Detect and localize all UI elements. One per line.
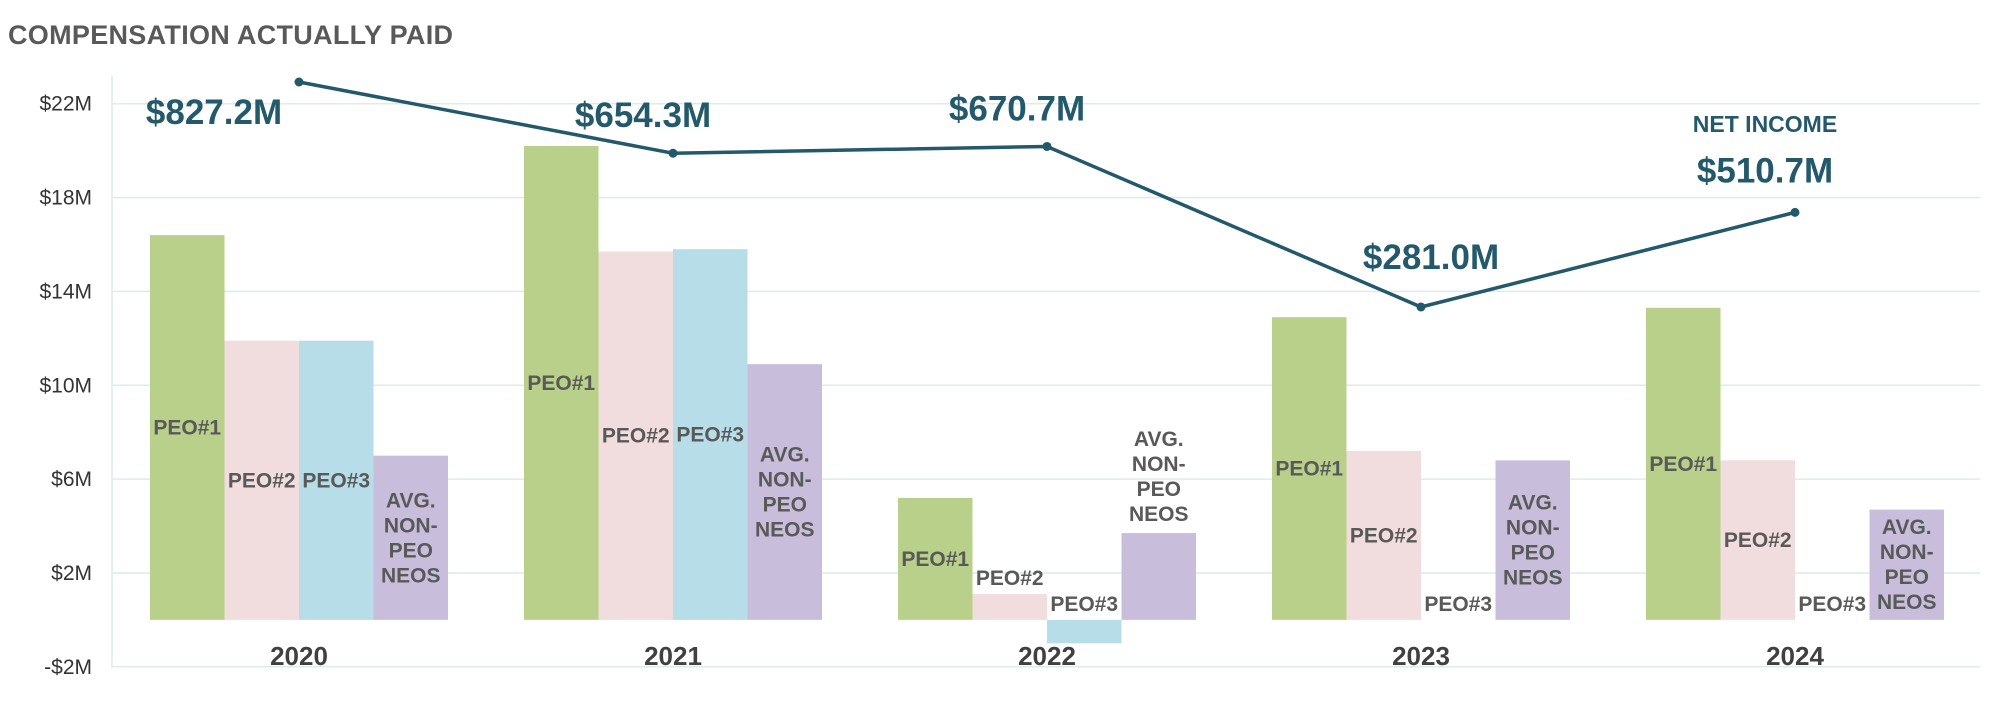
bar-label: NEOS <box>755 519 815 542</box>
bar-label: PEO <box>763 494 807 517</box>
bar-label: PEO <box>389 539 433 562</box>
bar-label: PEO#2 <box>1350 524 1418 547</box>
net-income-label: $670.7M <box>949 89 1085 128</box>
bar-label: PEO#3 <box>1798 593 1866 616</box>
net-income-legend-label: NET INCOME <box>1693 111 1837 137</box>
bar-label: PEO#1 <box>1275 458 1343 481</box>
net-income-label: $281.0M <box>1363 238 1499 277</box>
x-tick-label: 2024 <box>1766 641 1824 671</box>
bar <box>1121 533 1196 620</box>
bar-label: NON- <box>1132 453 1186 476</box>
bar <box>598 251 673 620</box>
bar-label: PEO#3 <box>676 424 744 447</box>
bar-label: PEO <box>1511 542 1555 565</box>
x-tick-label: 2022 <box>1018 641 1076 671</box>
bar <box>224 340 299 620</box>
bar-label: NEOS <box>1129 503 1189 526</box>
y-tick-label: $22M <box>39 93 92 116</box>
y-tick-label: -$2M <box>44 656 92 679</box>
net-income-label: $654.3M <box>575 96 711 135</box>
bar-label: PEO#2 <box>602 425 670 448</box>
net-income-point <box>1790 207 1800 217</box>
net-income-label: $510.7M <box>1697 151 1833 190</box>
bar-label: PEO <box>1885 566 1929 589</box>
y-tick-label: $10M <box>39 374 92 397</box>
bar <box>373 455 448 620</box>
bar-label: NON- <box>384 514 438 537</box>
bar-label: PEO#3 <box>1424 593 1492 616</box>
bar-label: PEO#1 <box>153 416 221 439</box>
bar-label: PEO#3 <box>1050 593 1118 616</box>
bar-label: NEOS <box>381 564 441 587</box>
y-tick-label: $14M <box>39 280 92 303</box>
bar-label: NEOS <box>1877 591 1937 614</box>
bar <box>1495 460 1570 620</box>
bar-label: AVG. <box>386 489 436 512</box>
bar <box>972 594 1047 620</box>
bar-label: NEOS <box>1503 567 1563 590</box>
bar <box>1272 317 1347 620</box>
y-tick-label: $2M <box>51 562 92 585</box>
net-income-label: $827.2M <box>146 93 282 132</box>
x-tick-label: 2020 <box>270 641 328 671</box>
net-income-point <box>294 77 304 87</box>
bar-label: PEO#2 <box>1724 529 1792 552</box>
bar-label: PEO <box>1137 478 1181 501</box>
bar-label: NON- <box>758 469 812 492</box>
net-income-point <box>668 148 678 158</box>
bar <box>898 497 973 620</box>
x-tick-label: 2021 <box>644 641 702 671</box>
bar-label: PEO#1 <box>901 548 969 571</box>
bar <box>1646 307 1721 620</box>
bar <box>673 249 748 620</box>
bar-label: AVG. <box>1508 492 1558 515</box>
bar-label: PEO#1 <box>527 372 595 395</box>
bar <box>150 235 225 620</box>
bar <box>1720 460 1795 620</box>
y-tick-label: $6M <box>51 468 92 491</box>
x-tick-label: 2023 <box>1392 641 1450 671</box>
bar-label: AVG. <box>1134 428 1184 451</box>
bar-label: NON- <box>1506 517 1560 540</box>
bar-label: PEO#3 <box>302 469 370 492</box>
bar <box>524 145 599 620</box>
bar-label: PEO#2 <box>976 567 1044 590</box>
chart-title: COMPENSATION ACTUALLY PAID <box>8 20 454 50</box>
net-income-point <box>1042 141 1052 151</box>
bar-label: AVG. <box>1882 516 1932 539</box>
bar-label: PEO#1 <box>1649 453 1717 476</box>
y-tick-label: $18M <box>39 187 92 210</box>
bar-label: NON- <box>1880 541 1934 564</box>
bar <box>1869 509 1944 620</box>
bar-label: PEO#2 <box>228 469 296 492</box>
bar-label: AVG. <box>760 444 810 467</box>
bar <box>1346 450 1421 620</box>
bar <box>747 364 822 620</box>
bar <box>1047 619 1122 644</box>
net-income-point <box>1416 302 1426 312</box>
bar <box>299 340 374 620</box>
